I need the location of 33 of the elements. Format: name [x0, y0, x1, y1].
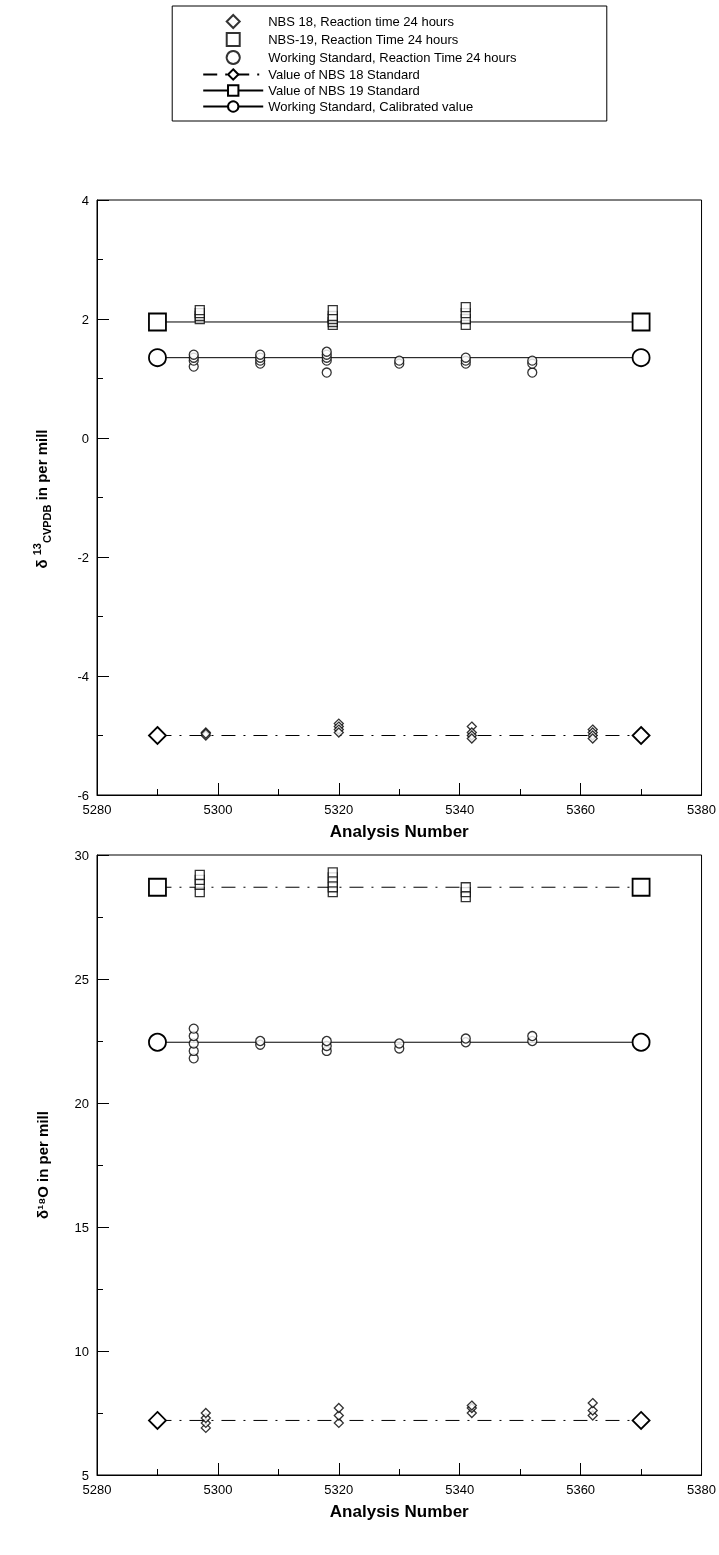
x-tick-label: 5300	[203, 802, 233, 817]
x-tick-label: 5320	[324, 802, 354, 817]
y-tick-label: 5	[81, 1467, 89, 1483]
x-tick-label: 5280	[82, 1482, 112, 1497]
x-axis-title: Analysis Number	[329, 1502, 470, 1521]
y-tick-label: -2	[77, 549, 89, 565]
legend-label: NBS-19, Reaction Time 24 hours	[268, 32, 459, 47]
legend-label: Value of NBS 18 Standard	[268, 67, 420, 82]
x-axis-title: Analysis Number	[329, 822, 470, 841]
y-tick-label: 20	[74, 1095, 89, 1111]
legend-label: Working Standard, Calibrated value	[268, 99, 474, 114]
y-tick-label: 2	[81, 311, 89, 327]
x-tick-label: 5320	[324, 1482, 354, 1497]
y-tick-label: 0	[81, 430, 89, 446]
y-tick-label: 15	[74, 1219, 89, 1235]
y-tick-label: -6	[77, 787, 89, 803]
y-tick-label: 25	[74, 971, 89, 987]
x-tick-label: 5280	[82, 802, 112, 817]
y-tick-label: 30	[74, 847, 89, 863]
legend-label: NBS 18, Reaction time 24 hours	[268, 14, 455, 29]
x-tick-label: 5360	[566, 1482, 596, 1497]
x-tick-label: 5380	[687, 1482, 716, 1497]
x-tick-label: 5360	[566, 802, 596, 817]
legend-label: Working Standard, Reaction Time 24 hours	[268, 50, 518, 65]
x-tick-label: 5340	[445, 802, 475, 817]
y-tick-label: -4	[77, 668, 89, 684]
x-tick-label: 5300	[203, 1482, 233, 1497]
y-tick-label: 4	[81, 192, 89, 208]
legend-label: Value of NBS 19 Standard	[268, 83, 420, 98]
x-tick-label: 5340	[445, 1482, 475, 1497]
y-tick-label: 10	[74, 1343, 89, 1359]
x-tick-label: 5380	[687, 802, 716, 817]
y-axis-title: δ¹⁸O in per mill	[33, 1111, 51, 1219]
